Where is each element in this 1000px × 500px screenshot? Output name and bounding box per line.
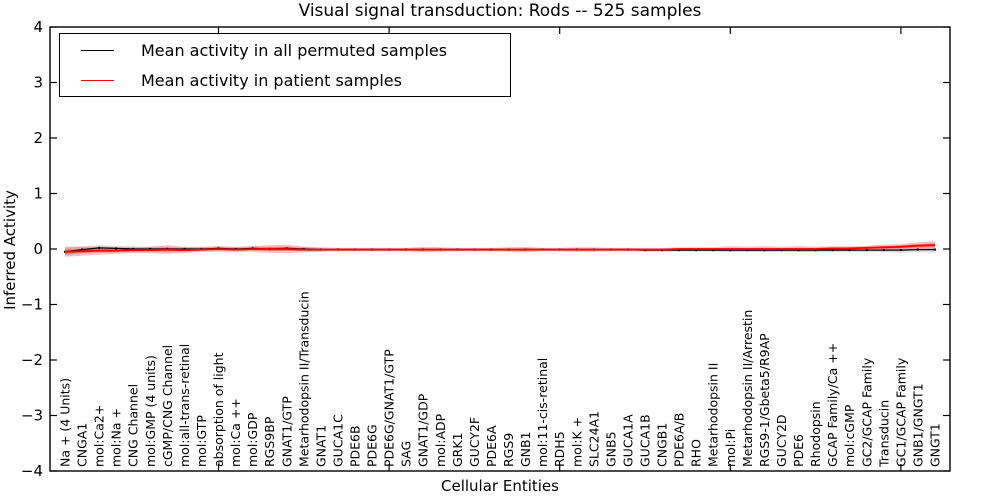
- permuted-marker: [97, 246, 101, 250]
- x-category-label: mol:GMP (4 units): [143, 355, 158, 467]
- x-axis-label: Cellular Entities: [441, 477, 559, 495]
- x-category-label: PDE6B: [348, 425, 363, 467]
- x-category-label: GUCY2F: [467, 417, 482, 467]
- x-category-label: mol:K +: [569, 417, 584, 467]
- y-tick-label: −1: [21, 296, 43, 314]
- x-category-label: Transducin: [876, 400, 891, 468]
- y-tick-label: −4: [21, 462, 43, 480]
- x-category-label: mol:Ca ++: [228, 398, 243, 467]
- x-category-label: RDH5: [552, 431, 567, 467]
- x-category-label: Metarhodopsin II/Transducin: [296, 291, 311, 467]
- permuted-marker: [882, 248, 885, 252]
- x-category-label: PDE6G/GNAT1/GTP: [382, 349, 397, 467]
- x-category-label: RGS9-1/Gbeta5/R9AP: [757, 333, 772, 467]
- x-category-label: GCAP Family/Ca ++: [825, 343, 840, 467]
- x-category-label: GNAT1/GTP: [279, 396, 294, 467]
- x-category-label: mol:ADP: [433, 413, 448, 467]
- x-category-label: mol:11-cis-retinal: [535, 358, 550, 467]
- x-category-label: GUCY2D: [774, 414, 789, 467]
- permuted-marker: [916, 248, 920, 251]
- permuted-marker: [933, 248, 937, 251]
- x-category-label: absorption of light: [211, 352, 226, 467]
- x-category-label: Metarhodopsin II/Arrestin: [740, 310, 755, 467]
- permuted-marker: [115, 247, 118, 250]
- x-category-label: GC2/GCAP Family: [859, 357, 874, 467]
- x-category-label: SAG: [399, 441, 414, 467]
- x-category-label: CNGB1: [655, 423, 670, 467]
- permuted-marker: [848, 248, 851, 252]
- x-category-label: mol:Na +: [109, 408, 124, 467]
- x-category-label: mol:Ca2+: [92, 405, 107, 467]
- y-axis-label: Inferred Activity: [1, 190, 19, 310]
- x-category-label: RHO: [689, 439, 704, 467]
- x-category-label: CNG Channel: [126, 384, 141, 467]
- x-category-label: GNB1: [518, 431, 533, 467]
- x-category-label: CNGA1: [75, 423, 90, 467]
- x-category-label: SLC24A1: [586, 411, 601, 467]
- x-category-label: GUCA1A: [620, 414, 635, 467]
- x-category-label: PDE6A/B: [672, 413, 687, 467]
- x-category-label: mol:GTP: [194, 415, 209, 467]
- chart-title: Visual signal transduction: Rods -- 525 …: [298, 1, 702, 21]
- permuted-marker: [865, 248, 868, 252]
- y-tick-label: −3: [21, 407, 43, 425]
- x-category-label: GC1/GCAP Family: [893, 357, 908, 467]
- x-category-label: GNB5: [603, 431, 618, 467]
- x-category-label: Metarhodopsin II: [706, 363, 721, 467]
- y-tick-label: 4: [33, 18, 43, 36]
- permuted-line-swatch: [81, 49, 114, 51]
- x-category-label: GNAT1/GDP: [416, 393, 431, 467]
- x-category-label: mol:Pi: [723, 429, 738, 467]
- x-category-label: RGS9: [501, 433, 516, 467]
- permuted-marker: [80, 248, 84, 251]
- x-category-label: mol:cGMP: [842, 404, 857, 467]
- x-category-label: Na + (4 Units): [58, 378, 73, 467]
- x-category-label: GNAT1: [313, 425, 328, 467]
- y-tick-label: −2: [21, 351, 43, 369]
- x-category-label: PDE6: [791, 434, 806, 467]
- x-category-label: PDE6A: [484, 425, 499, 467]
- x-category-label: GUCA1B: [638, 414, 653, 467]
- x-category-label: mol:all-trans-retinal: [177, 344, 192, 467]
- x-category-label: GNB1/GNGT1: [910, 383, 925, 467]
- permuted-marker: [831, 248, 834, 252]
- y-tick-label: 0: [33, 240, 43, 258]
- x-category-label: Rhodopsin: [808, 401, 823, 467]
- x-category-label: GRK1: [450, 432, 465, 467]
- patient-mean-line: [64, 244, 936, 253]
- x-category-label: GNGT1: [928, 423, 943, 467]
- x-category-label: GUCA1C: [330, 414, 345, 467]
- y-tick-label: 3: [33, 74, 43, 92]
- y-tick-label: 2: [33, 129, 43, 147]
- x-category-label: PDE6G: [365, 424, 380, 467]
- x-category-label: mol:GDP: [245, 412, 260, 467]
- y-tick-label: 1: [33, 185, 43, 203]
- x-category-label: cGMP/CNG Channel: [160, 345, 175, 467]
- legend-label-patient: Mean activity in patient samples: [141, 70, 402, 90]
- x-category-label: RGS9BP: [262, 416, 277, 467]
- legend: Mean activity in all permuted samples Me…: [59, 33, 511, 97]
- patient-line-swatch: [81, 79, 114, 81]
- legend-label-permuted: Mean activity in all permuted samples: [141, 40, 448, 60]
- legend-entry-patient: Mean activity in patient samples: [60, 66, 510, 94]
- legend-entry-permuted: Mean activity in all permuted samples: [60, 36, 510, 64]
- permuted-marker: [899, 248, 903, 252]
